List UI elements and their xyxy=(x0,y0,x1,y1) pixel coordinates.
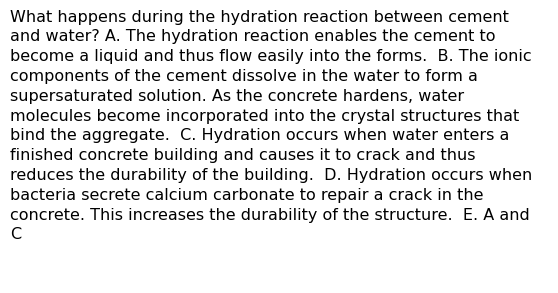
Text: What happens during the hydration reaction between cement
and water? A. The hydr: What happens during the hydration reacti… xyxy=(9,10,532,243)
